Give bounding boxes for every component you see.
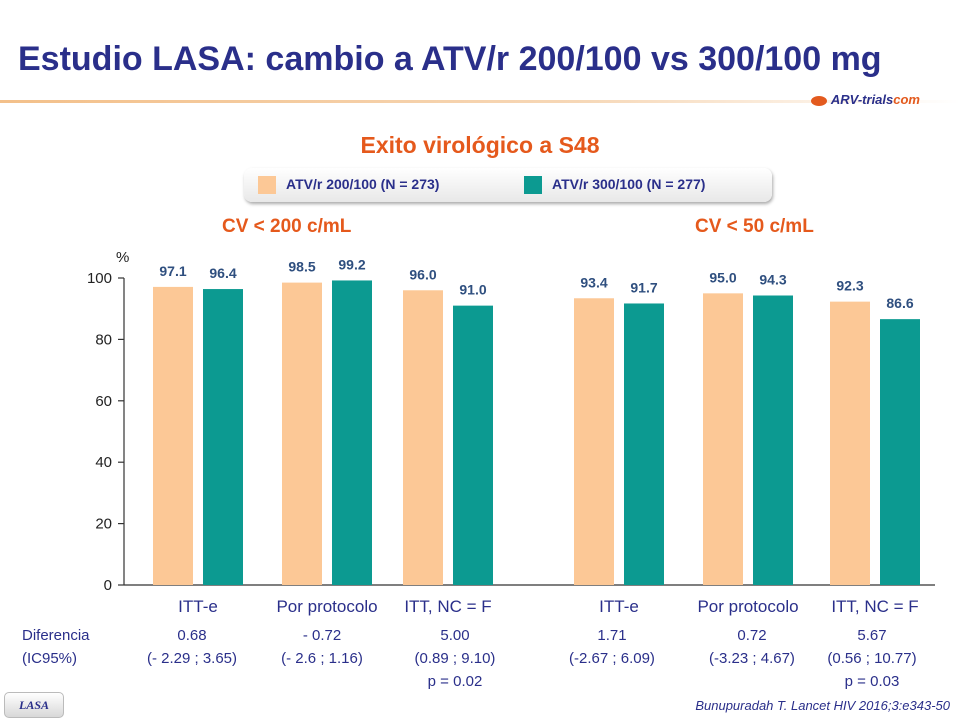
legend-swatch-arm1: [258, 176, 276, 195]
difference-row-label: Diferencia (IC95%): [22, 624, 90, 670]
slide-title: Estudio LASA: cambio a ATV/r 200/100 vs …: [18, 40, 882, 78]
legend-label-arm1: ATV/r 200/100 (N = 273): [286, 176, 440, 192]
chart-title: Exito virológico a S48: [360, 132, 600, 158]
bar-1-1: [282, 282, 322, 585]
y-tick-label-0: 0: [104, 577, 112, 594]
group-heading-cv200: CV < 200 c/mL: [222, 216, 352, 237]
difference-ci-3: (-2.67 ; 6.09): [569, 650, 655, 667]
difference-p-2: p = 0.02: [427, 673, 483, 690]
difference-p-5: p = 0.03: [844, 673, 900, 690]
arv-trials-logo: ARV-trialscom: [810, 92, 920, 107]
difference-diff-4: 0.72: [737, 627, 767, 644]
legend-label-arm2: ATV/r 300/100 (N = 277): [552, 176, 706, 192]
difference-cell-3: 1.71 (-2.67 ; 6.09): [542, 624, 682, 670]
difference-cell-1: - 0.72 (- 2.6 ; 1.16): [252, 624, 392, 670]
legend-swatch-arm2: [524, 176, 542, 195]
bar-2-0: [203, 289, 243, 585]
bar-2-2: [453, 305, 493, 585]
bar-1-2: [403, 290, 443, 585]
bar-2-4: [753, 295, 793, 585]
difference-diff-5: 5.67: [857, 627, 887, 644]
value-label-2-3: 91.7: [630, 279, 657, 295]
logo-text: ARV-trials: [830, 92, 894, 107]
group-heading-cv50: CV < 50 c/mL: [695, 216, 814, 237]
value-label-2-0: 96.4: [209, 265, 236, 281]
y-tick-label-4: 80: [95, 331, 112, 348]
logo-suffix: com: [893, 92, 920, 107]
logo-mark-icon: [810, 95, 827, 106]
bar-1-4: [703, 293, 743, 585]
difference-cell-0: 0.68 (- 2.29 ; 3.65): [122, 624, 262, 670]
difference-diff-0: 0.68: [177, 627, 207, 644]
difference-label: Diferencia: [22, 627, 90, 644]
difference-ci-2: (0.89 ; 9.10): [414, 650, 496, 667]
category-label-5: ITT, NC = F: [831, 597, 918, 616]
difference-cell-2: 5.00 (0.89 ; 9.10) p = 0.02: [385, 624, 525, 693]
y-tick-label-3: 60: [95, 393, 112, 410]
citation: Bunupuradah T. Lancet HIV 2016;3:e343-50: [695, 698, 950, 713]
difference-ci-0: (- 2.29 ; 3.65): [146, 650, 238, 667]
y-tick-label-5: 100: [87, 270, 112, 287]
value-label-2-5: 86.6: [886, 295, 913, 311]
difference-ci-4: (-3.23 ; 4.67): [709, 650, 795, 667]
bar-1-0: [153, 286, 193, 585]
category-label-1: Por protocolo: [276, 597, 377, 616]
legend-item-arm2: ATV/r 300/100 (N = 277): [524, 176, 706, 195]
bar-1-3: [574, 298, 614, 585]
difference-cell-4: 0.72 (-3.23 ; 4.67): [682, 624, 822, 670]
value-label-1-0: 97.1: [159, 263, 186, 279]
value-label-1-5: 92.3: [836, 278, 863, 294]
difference-ci-1: (- 2.6 ; 1.16): [281, 650, 363, 667]
difference-diff-2: 5.00: [440, 627, 470, 644]
difference-diff-3: 1.71: [597, 627, 627, 644]
bar-1-5: [830, 301, 870, 585]
y-tick-label-2: 40: [95, 454, 112, 471]
y-axis-label: %: [116, 249, 129, 266]
legend-item-arm1: ATV/r 200/100 (N = 273): [258, 176, 440, 195]
category-label-4: Por protocolo: [697, 597, 798, 616]
category-label-2: ITT, NC = F: [404, 597, 491, 616]
difference-cell-5: 5.67 (0.56 ; 10.77) p = 0.03: [802, 624, 942, 693]
bar-2-5: [880, 319, 920, 585]
y-tick-label-1: 20: [95, 516, 112, 533]
bar-2-1: [332, 280, 372, 585]
value-label-1-2: 96.0: [409, 266, 436, 282]
value-label-2-4: 94.3: [759, 271, 786, 287]
value-label-1-1: 98.5: [288, 259, 315, 275]
legend: ATV/r 200/100 (N = 273) ATV/r 300/100 (N…: [244, 168, 772, 202]
category-label-3: ITT-e: [599, 597, 639, 616]
value-label-2-1: 99.2: [338, 256, 365, 272]
difference-ci-5: (0.56 ; 10.77): [827, 650, 917, 667]
title-divider: [0, 100, 960, 103]
difference-diff-1: - 0.72: [302, 627, 342, 644]
bar-2-3: [624, 303, 664, 585]
value-label-1-3: 93.4: [580, 274, 607, 290]
value-label-1-4: 95.0: [709, 269, 736, 285]
ci-label: (IC95%): [22, 650, 78, 667]
study-badge: LASA: [4, 692, 64, 718]
category-label-0: ITT-e: [178, 597, 218, 616]
value-label-2-2: 91.0: [459, 282, 486, 298]
